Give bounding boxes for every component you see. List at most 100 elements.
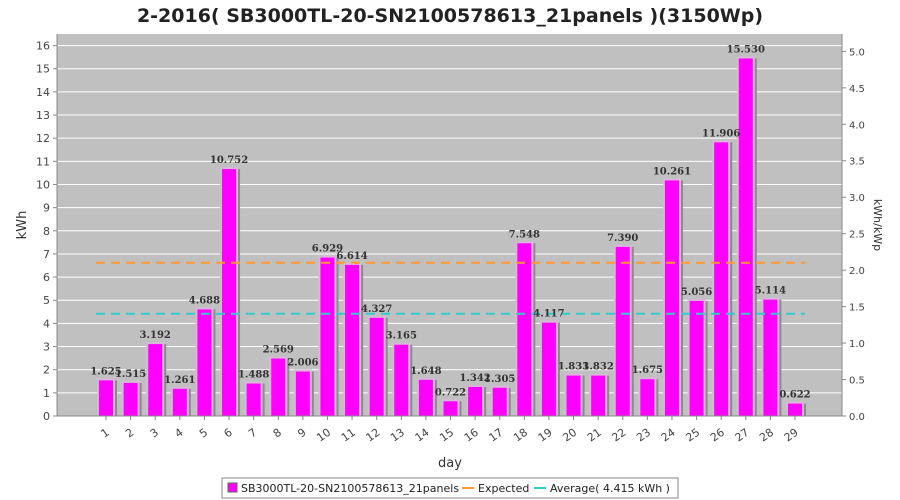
x-tick-label: 27 — [733, 426, 752, 445]
bar — [394, 344, 409, 416]
bar-value-label: 7.390 — [607, 233, 638, 244]
x-tick-label: 21 — [585, 426, 604, 445]
x-tick-label: 18 — [511, 426, 530, 445]
x-tick-label: 4 — [172, 426, 185, 441]
y-tick-label: 13 — [36, 109, 50, 122]
x-tick-label: 23 — [634, 426, 653, 445]
bar — [541, 322, 556, 416]
bar-value-label: 11.906 — [702, 128, 740, 139]
bar — [295, 371, 310, 416]
bar — [492, 387, 507, 416]
bar-value-label: 0.622 — [779, 390, 810, 401]
x-tick-label: 8 — [271, 426, 284, 441]
y2-tick-label: 0.0 — [849, 412, 865, 423]
bar — [369, 317, 384, 416]
y2-tick-label: 4.0 — [849, 120, 865, 131]
bar — [664, 180, 679, 416]
x-tick-label: 22 — [610, 426, 629, 445]
x-tick-label: 26 — [708, 426, 727, 445]
bar-value-label: 1.488 — [238, 370, 269, 381]
chart-title: 2-2016( SB3000TL-20-SN2100578613_21panel… — [137, 5, 763, 27]
y2-tick-label: 3.5 — [849, 157, 865, 168]
bar-value-label: 5.056 — [681, 287, 712, 298]
legend-entry-series: SB3000TL-20-SN2100578613_21panels — [241, 482, 459, 495]
bar-value-label: 1.648 — [410, 366, 441, 377]
bar-value-label: 1.832 — [582, 362, 613, 373]
y-tick-label: 16 — [36, 40, 50, 53]
bar — [271, 358, 286, 416]
x-tick-label: 3 — [148, 426, 161, 441]
bar — [320, 257, 335, 416]
bar-value-label: 1.515 — [115, 369, 146, 380]
y-tick-label: 14 — [36, 86, 50, 99]
grid-lines — [57, 45, 842, 417]
x-tick-label: 29 — [782, 426, 801, 445]
bar-value-label: 2.006 — [287, 358, 318, 369]
bar-value-label: 1.342 — [459, 373, 490, 384]
y2-tick-label: 4.5 — [849, 84, 865, 95]
x-tick-label: 10 — [314, 426, 333, 445]
bar-value-label: 15.530 — [727, 44, 765, 55]
y-tick-label: 2 — [43, 364, 50, 377]
bar — [123, 382, 138, 416]
bar — [468, 386, 483, 416]
bar-value-label: 1.305 — [484, 374, 515, 385]
x-tick-label: 16 — [462, 426, 481, 445]
bar — [714, 142, 729, 416]
bar — [640, 379, 655, 416]
x-tick-label: 14 — [413, 426, 432, 445]
x-tick-label: 11 — [339, 426, 358, 445]
bar — [99, 380, 113, 416]
x-tick-label: 17 — [487, 426, 506, 445]
bar-value-label: 3.165 — [386, 331, 417, 342]
bar-value-label: 6.929 — [312, 244, 343, 255]
bar — [246, 383, 261, 416]
y-tick-label: 6 — [43, 271, 50, 284]
bar — [172, 388, 187, 416]
bar-value-label: 1.625 — [90, 366, 121, 377]
y2-axis-label: kWh/kWp — [871, 199, 884, 251]
y-tick-label: 5 — [43, 294, 50, 307]
bar — [566, 375, 581, 416]
bar — [763, 299, 778, 416]
y-tick-label: 12 — [36, 132, 50, 145]
bar-value-label: 4.688 — [189, 295, 220, 306]
x-tick-label: 7 — [246, 426, 259, 441]
y-tick-label: 11 — [36, 155, 50, 168]
y-tick-label: 1 — [43, 387, 50, 400]
bar — [197, 309, 212, 416]
y2-tick-label: 3.0 — [849, 193, 865, 204]
x-tick-label: 2 — [123, 426, 136, 441]
x-tick-label: 20 — [560, 426, 579, 445]
x-tick-label: 9 — [295, 426, 308, 441]
bar-value-label: 10.261 — [653, 166, 691, 177]
x-tick-label: 15 — [437, 426, 456, 445]
bar — [222, 169, 237, 416]
y-tick-label: 7 — [43, 248, 50, 261]
bar — [738, 58, 753, 416]
x-tick-label: 6 — [222, 426, 235, 441]
x-tick-label: 12 — [363, 426, 382, 445]
x-tick-label: 25 — [683, 426, 702, 445]
x-tick-label: 24 — [659, 426, 678, 445]
plot-area — [57, 34, 842, 416]
y2-tick-label: 5.0 — [849, 47, 865, 58]
bar-value-label: 2.569 — [263, 345, 294, 356]
legend-entry-average: Average( 4.415 kWh ) — [550, 482, 670, 495]
legend-swatch-series — [227, 482, 238, 493]
x-tick-label: 28 — [757, 426, 776, 445]
x-tick-label: 19 — [536, 426, 555, 445]
bar — [148, 344, 163, 416]
y-tick-label: 3 — [43, 341, 50, 354]
y-tick-label: 8 — [43, 225, 50, 238]
bar — [517, 243, 532, 416]
y-tick-label: 9 — [43, 202, 50, 215]
bar-value-label: 10.752 — [210, 155, 248, 166]
bar-value-label: 1.833 — [558, 362, 589, 373]
y-tick-label: 4 — [43, 317, 50, 330]
bar — [418, 379, 433, 416]
